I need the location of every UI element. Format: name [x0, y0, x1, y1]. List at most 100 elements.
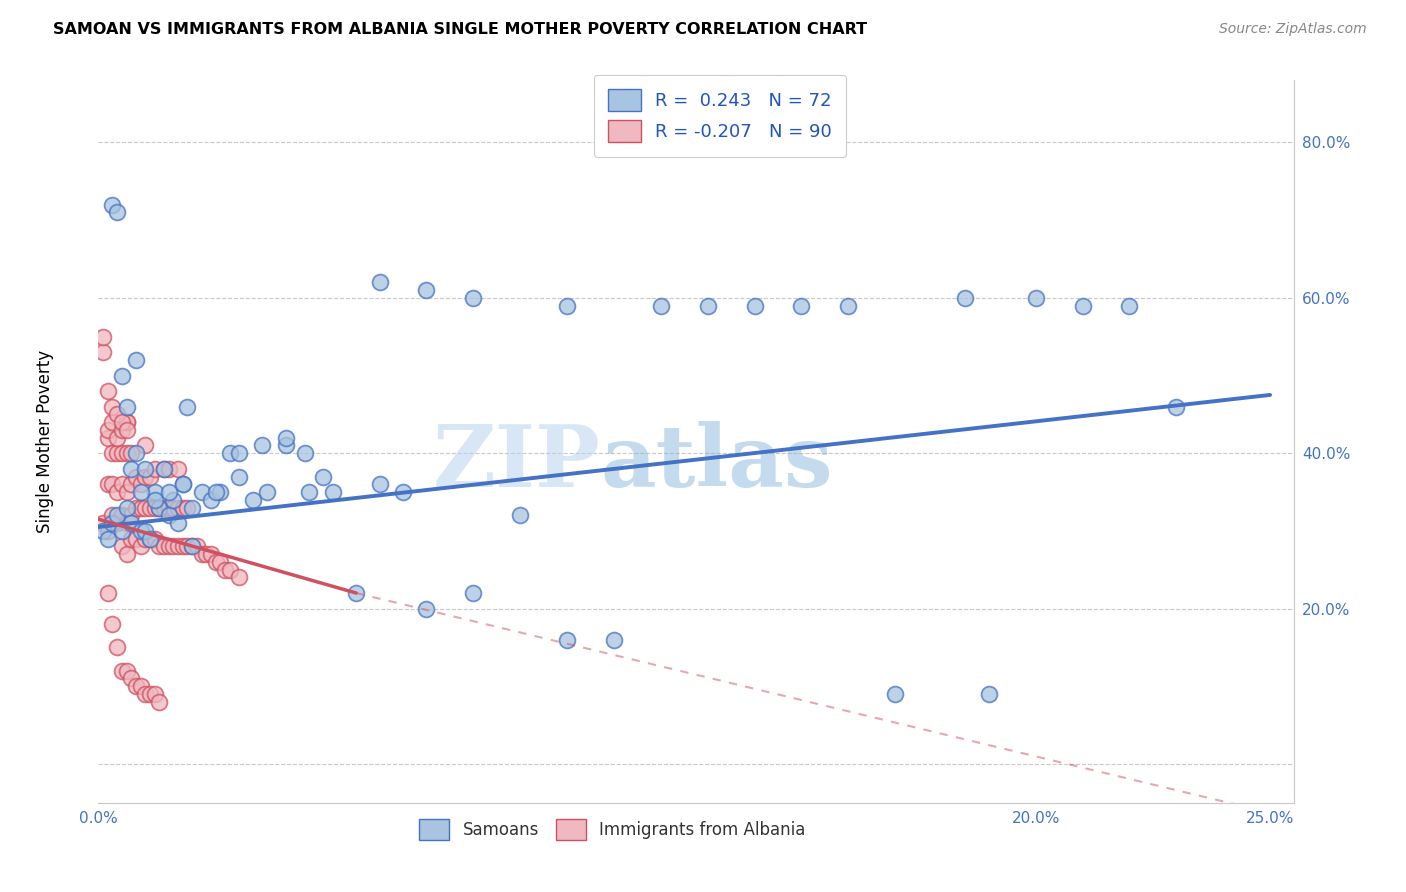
- Point: [172, 477, 194, 491]
- Point: [368, 275, 391, 289]
- Point: [120, 532, 142, 546]
- Point: [91, 524, 114, 538]
- Point: [97, 532, 120, 546]
- Point: [115, 415, 138, 429]
- Point: [955, 291, 977, 305]
- Point: [1118, 299, 1140, 313]
- Point: [274, 431, 297, 445]
- Point: [97, 586, 120, 600]
- Point: [129, 540, 152, 554]
- Point: [101, 415, 124, 429]
- Point: [167, 540, 190, 554]
- Point: [143, 485, 166, 500]
- Point: [115, 516, 138, 530]
- Point: [115, 423, 138, 437]
- Point: [120, 461, 142, 475]
- Point: [204, 485, 226, 500]
- Point: [555, 299, 578, 313]
- Point: [228, 469, 250, 483]
- Point: [101, 617, 124, 632]
- Point: [111, 415, 134, 429]
- Point: [125, 353, 148, 368]
- Point: [181, 500, 204, 515]
- Point: [97, 431, 120, 445]
- Text: Source: ZipAtlas.com: Source: ZipAtlas.com: [1219, 22, 1367, 37]
- Point: [344, 586, 367, 600]
- Point: [1166, 400, 1188, 414]
- Point: [200, 547, 222, 561]
- Point: [228, 570, 250, 584]
- Point: [167, 461, 190, 475]
- Point: [111, 664, 134, 678]
- Point: [134, 461, 156, 475]
- Point: [134, 500, 156, 515]
- Point: [172, 477, 194, 491]
- Point: [153, 540, 176, 554]
- Point: [129, 477, 152, 491]
- Point: [139, 500, 162, 515]
- Point: [111, 368, 134, 383]
- Point: [209, 555, 232, 569]
- Point: [143, 500, 166, 515]
- Point: [115, 485, 138, 500]
- Point: [139, 532, 162, 546]
- Point: [97, 423, 120, 437]
- Point: [129, 524, 152, 538]
- Point: [463, 586, 485, 600]
- Point: [143, 532, 166, 546]
- Point: [101, 197, 124, 211]
- Point: [153, 461, 176, 475]
- Point: [91, 329, 114, 343]
- Point: [148, 500, 170, 515]
- Point: [157, 508, 180, 523]
- Point: [148, 500, 170, 515]
- Point: [415, 283, 437, 297]
- Point: [744, 299, 766, 313]
- Point: [101, 508, 124, 523]
- Point: [977, 687, 1000, 701]
- Point: [790, 299, 813, 313]
- Point: [105, 408, 128, 422]
- Point: [176, 500, 198, 515]
- Point: [105, 508, 128, 523]
- Point: [274, 438, 297, 452]
- Point: [190, 547, 212, 561]
- Point: [105, 431, 128, 445]
- Point: [101, 446, 124, 460]
- Point: [105, 516, 128, 530]
- Point: [167, 516, 190, 530]
- Point: [143, 492, 166, 507]
- Point: [120, 516, 142, 530]
- Point: [157, 461, 180, 475]
- Point: [125, 446, 148, 460]
- Point: [294, 446, 316, 460]
- Point: [134, 687, 156, 701]
- Point: [252, 438, 274, 452]
- Point: [129, 500, 152, 515]
- Point: [111, 524, 134, 538]
- Point: [101, 477, 124, 491]
- Point: [153, 500, 176, 515]
- Point: [218, 446, 240, 460]
- Point: [129, 485, 152, 500]
- Point: [153, 461, 176, 475]
- Point: [125, 500, 148, 515]
- Point: [204, 555, 226, 569]
- Point: [115, 400, 138, 414]
- Point: [120, 672, 142, 686]
- Point: [111, 477, 134, 491]
- Point: [463, 291, 485, 305]
- Point: [172, 540, 194, 554]
- Point: [884, 687, 907, 701]
- Point: [368, 477, 391, 491]
- Point: [115, 664, 138, 678]
- Point: [139, 687, 162, 701]
- Point: [186, 540, 208, 554]
- Point: [162, 500, 184, 515]
- Point: [143, 687, 166, 701]
- Point: [181, 540, 204, 554]
- Point: [209, 485, 232, 500]
- Point: [603, 632, 626, 647]
- Point: [97, 384, 120, 398]
- Point: [176, 540, 198, 554]
